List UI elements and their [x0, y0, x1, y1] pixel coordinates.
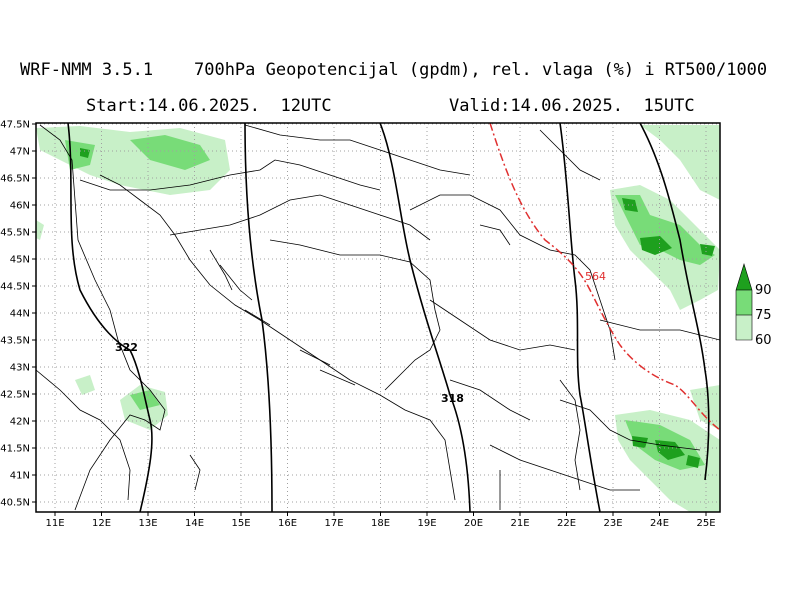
legend: 90 75 60	[735, 262, 772, 348]
lat-label: 43.5N	[0, 336, 30, 347]
humidity-90-areas	[80, 148, 715, 468]
lat-label: 40.5N	[0, 498, 30, 509]
thickness-line-564	[489, 123, 720, 431]
lon-label: 20E	[464, 518, 483, 529]
legend-swatch-75	[736, 290, 752, 315]
map-frame	[35, 122, 721, 513]
legend-label-60: 60	[755, 333, 772, 348]
lat-label: 46.5N	[0, 174, 30, 185]
legend-label-90: 90	[755, 283, 772, 298]
lat-label: 42.5N	[0, 390, 30, 401]
start-time: Start:14.06.2025. 12UTC	[86, 96, 332, 116]
legend-swatch-90	[736, 264, 752, 290]
geopotential-contours	[67, 123, 710, 512]
humidity-shading	[36, 125, 720, 512]
lat-label: 44.5N	[0, 282, 30, 293]
contour-label-322: 322	[115, 341, 138, 354]
lon-label: 15E	[231, 518, 250, 529]
lat-label: 46N	[10, 201, 30, 212]
lon-label: 19E	[417, 518, 436, 529]
legend-label-75: 75	[755, 308, 772, 323]
contour-label-318: 318	[441, 392, 464, 405]
lon-label: 11E	[45, 518, 64, 529]
chart-title: WRF-NMM 3.5.1 700hPa Geopotencijal (gpdm…	[20, 60, 768, 80]
lon-label: 23E	[603, 518, 622, 529]
lat-label: 47N	[10, 147, 30, 158]
lat-label: 41.5N	[0, 444, 30, 455]
lat-label: 47.5N	[0, 120, 30, 131]
lon-label: 17E	[324, 518, 343, 529]
valid-time: Valid:14.06.2025. 15UTC	[449, 96, 695, 116]
lon-label: 25E	[696, 518, 715, 529]
lon-label: 14E	[185, 518, 204, 529]
lat-label: 42N	[10, 417, 30, 428]
lon-label: 24E	[650, 518, 669, 529]
lat-label: 43N	[10, 363, 30, 374]
lon-label: 22E	[557, 518, 576, 529]
lat-label: 45N	[10, 255, 30, 266]
coastline-and-borders	[36, 124, 720, 511]
lon-label: 16E	[278, 518, 297, 529]
contour-label-564: 564	[585, 270, 606, 283]
latitude-labels: 47.5N 47N 46.5N 46N 45.5N 45N 44.5N 44N 43.5N 43N…	[0, 120, 36, 509]
lon-label: 21E	[510, 518, 529, 529]
lon-label: 12E	[92, 518, 111, 529]
borders	[36, 123, 720, 512]
lat-label: 41N	[10, 471, 30, 482]
lon-label: 13E	[138, 518, 157, 529]
legend-swatch-60	[736, 315, 752, 340]
humidity-60-areas	[36, 125, 720, 512]
longitude-labels: 11E 12E 13E 14E 15E 16E 17E 18E 19E 20E 21E 22E 23E 2…	[45, 512, 716, 529]
lat-label: 45.5N	[0, 228, 30, 239]
lon-label: 18E	[371, 518, 390, 529]
lat-label: 44N	[10, 309, 30, 320]
